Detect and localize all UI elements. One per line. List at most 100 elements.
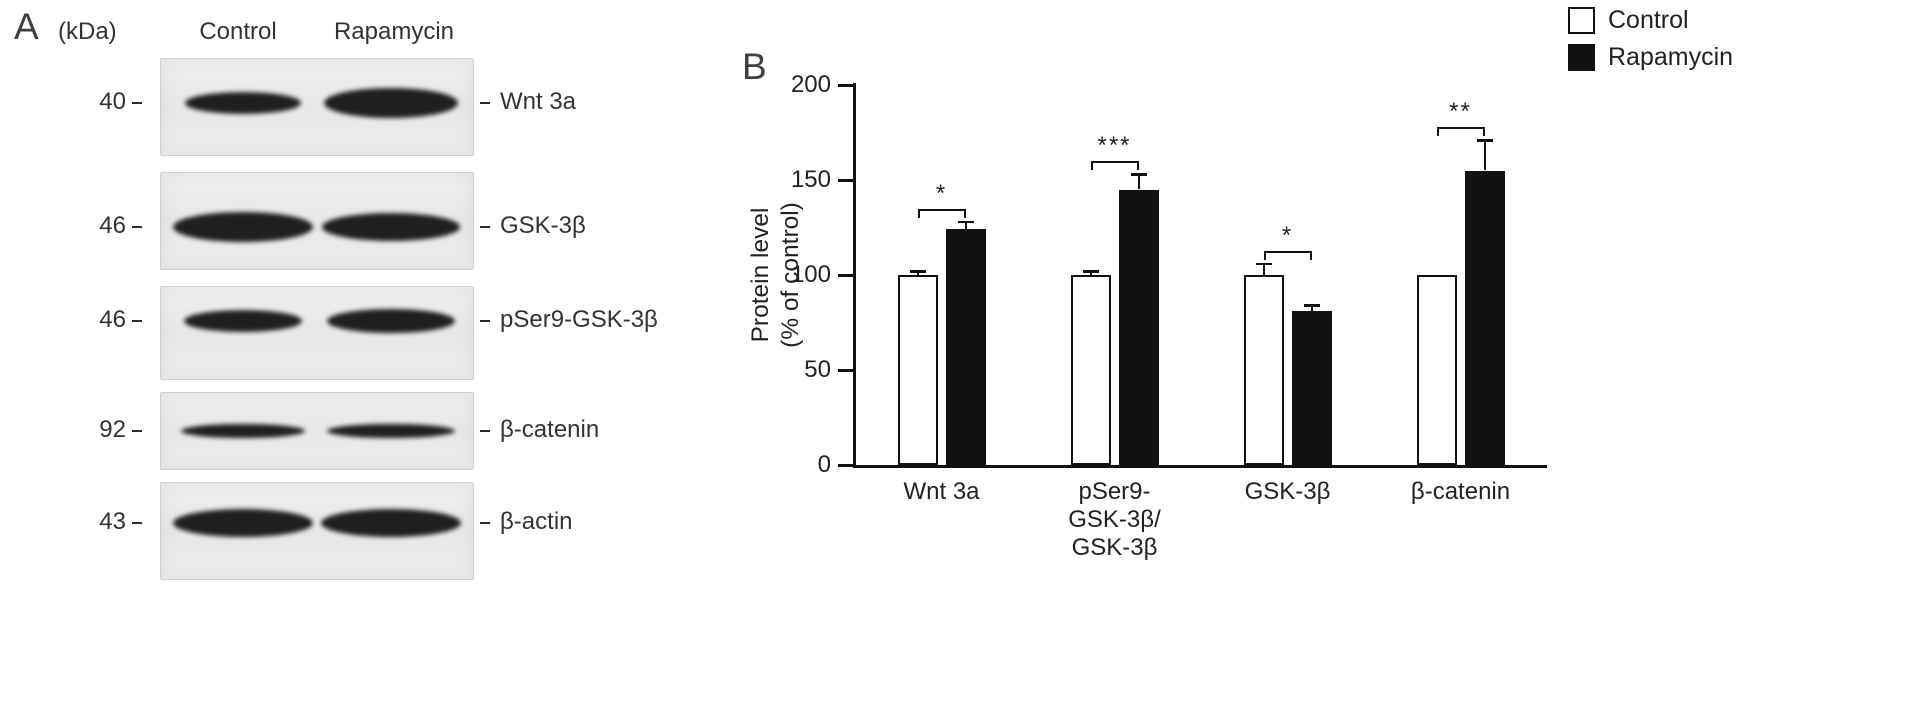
y-tick — [838, 274, 853, 277]
lane-control — [169, 59, 317, 155]
protein-name: GSK-3β — [500, 212, 586, 239]
lane-rapamycin — [317, 287, 465, 379]
protein-label: Wnt 3a — [480, 87, 576, 117]
panel-b-label: B — [742, 46, 767, 87]
lane-control — [169, 483, 317, 579]
legend-label-control: Control — [1608, 6, 1689, 34]
y-tick — [838, 179, 853, 182]
protein-name: pSer9-GSK-3β — [500, 306, 658, 333]
tick-mark — [132, 319, 142, 322]
kda-value: 43 — [99, 508, 126, 535]
legend-item-rapamycin: Rapamycin — [1568, 43, 1733, 72]
bar-control — [897, 275, 938, 465]
kda-value: 46 — [99, 212, 126, 239]
error-bar-cap — [909, 270, 926, 273]
dash — [480, 101, 490, 104]
protein-band — [327, 424, 455, 438]
sig-bracket-right — [1482, 127, 1485, 137]
x-tick-label: pSer9- GSK-3β/ GSK-3β — [1068, 478, 1161, 561]
bar-rapamycin — [1118, 189, 1159, 465]
blot-image — [160, 392, 474, 470]
bar-rapamycin — [1291, 311, 1332, 465]
sig-bracket-horizontal — [1263, 250, 1312, 253]
x-tick-label: GSK-3β — [1244, 478, 1331, 505]
error-bar-cap — [1130, 173, 1147, 176]
protein-name: β-actin — [500, 508, 573, 535]
tick-mark — [132, 521, 142, 524]
bar-control — [1416, 275, 1457, 465]
sig-stars: ** — [1449, 98, 1472, 126]
protein-label: GSK-3β — [480, 211, 586, 241]
column-header-control: Control — [199, 18, 277, 45]
sig-bracket-right — [1136, 161, 1139, 171]
protein-band — [321, 509, 461, 537]
bar-control — [1243, 275, 1284, 465]
blot-row-wnt3a: 40 Wnt 3a — [0, 58, 740, 156]
sig-bracket-left — [1436, 127, 1439, 137]
protein-band — [181, 424, 305, 438]
lane-rapamycin — [317, 173, 465, 269]
blot-image — [160, 58, 474, 156]
sig-stars: * — [935, 179, 948, 207]
y-tick — [838, 369, 853, 372]
tick-mark — [132, 225, 142, 228]
error-bar-cap — [1255, 262, 1272, 266]
lane-rapamycin — [317, 483, 465, 579]
legend-label-rapamycin: Rapamycin — [1608, 43, 1734, 71]
sig-bracket-left — [917, 208, 920, 218]
sig-bracket-horizontal — [1436, 127, 1485, 130]
legend-swatch-rapamycin — [1568, 44, 1595, 71]
kda-value: 92 — [99, 416, 126, 443]
sig-bracket-horizontal — [917, 208, 966, 211]
error-bar-line — [1483, 140, 1486, 171]
y-axis — [853, 83, 856, 467]
error-bar-line — [1310, 305, 1313, 312]
lane-control — [169, 393, 317, 469]
sig-stars: *** — [1097, 132, 1132, 160]
lane-control — [169, 173, 317, 269]
column-header-rapamycin: Rapamycin — [333, 18, 455, 45]
blot-image — [160, 172, 474, 270]
error-bar-cap — [1303, 304, 1320, 307]
protein-name: β-catenin — [500, 416, 600, 443]
blot-row-gsk3b: 46 GSK-3β — [0, 172, 740, 270]
protein-band — [185, 92, 301, 114]
blot-row-bcatenin: 92 β-catenin — [0, 392, 740, 470]
y-axis-label: Protein level (% of control) — [747, 202, 804, 348]
y-tick — [838, 84, 853, 87]
sig-bracket-right — [1309, 250, 1312, 260]
protein-name: Wnt 3a — [500, 88, 577, 115]
tick-mark — [132, 101, 142, 104]
protein-band — [322, 213, 460, 241]
blot-row-pser9-gsk3b: 46 pSer9-GSK-3β — [0, 286, 740, 380]
protein-band — [324, 88, 458, 118]
error-bar-cap — [1082, 270, 1099, 273]
tick-mark — [132, 429, 142, 432]
x-axis — [853, 465, 1547, 468]
sig-bracket-horizontal — [1090, 161, 1139, 164]
dash — [480, 429, 490, 432]
protein-band — [327, 309, 455, 333]
blot-row-bactin: 43 β-actin — [0, 482, 740, 580]
error-bar-line — [964, 221, 967, 230]
kda-value: 40 — [99, 88, 126, 115]
error-bar-line — [1089, 271, 1092, 275]
molecular-weight: 46 — [58, 211, 142, 241]
error-bar-cap — [1476, 139, 1493, 142]
protein-band — [184, 310, 302, 332]
error-bar-line — [916, 271, 919, 275]
sig-bracket-left — [1263, 250, 1266, 260]
sig-bracket-left — [1090, 161, 1093, 171]
dash — [480, 319, 490, 322]
bar-rapamycin — [1464, 170, 1505, 465]
protein-label: β-catenin — [480, 415, 599, 445]
dash — [480, 225, 490, 228]
legend-item-control: Control — [1568, 6, 1689, 35]
lane-control — [169, 287, 317, 379]
kda-value: 46 — [99, 306, 126, 333]
molecular-weight: 40 — [58, 87, 142, 117]
blot-image — [160, 482, 474, 580]
error-bar-line — [1262, 263, 1265, 275]
sig-bracket-right — [963, 208, 966, 218]
bar-control — [1070, 275, 1111, 465]
